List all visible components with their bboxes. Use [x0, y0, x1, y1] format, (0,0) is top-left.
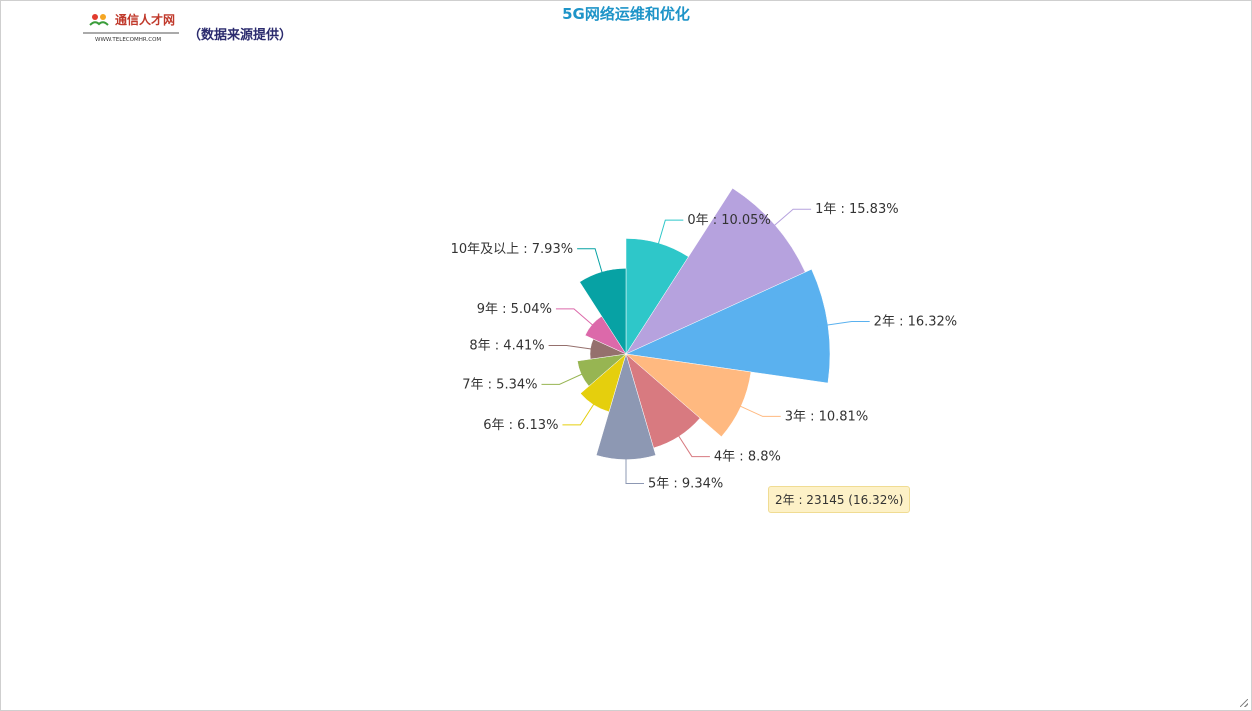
slice-label-4: 4年 : 8.8%: [714, 450, 781, 465]
chart-title: 5G网络运维和优化: [562, 5, 690, 23]
slice-label-10: 10年及以上 : 7.93%: [451, 242, 574, 257]
label-line-10: [577, 248, 605, 281]
label-line-6: [562, 399, 598, 426]
label-line-3: [729, 400, 781, 417]
slice-label-1: 1年 : 15.83%: [815, 202, 899, 217]
slice-label-9: 9年 : 5.04%: [477, 302, 552, 317]
label-line-4: [673, 427, 710, 458]
slice-label-6: 6年 : 6.13%: [483, 418, 558, 433]
label-line-5: [625, 448, 644, 485]
label-line-8: [548, 344, 595, 350]
label-line-1: [759, 208, 812, 239]
slice-label-5: 5年 : 9.34%: [648, 477, 723, 492]
resize-handle-icon[interactable]: [1240, 699, 1248, 707]
label-line-7: [541, 371, 586, 385]
telecomhr-logo: 通信人才网 WWW.TELECOMHR.COM: [83, 12, 179, 43]
label-line-9: [555, 308, 596, 328]
slice-label-0: 0年 : 10.05%: [687, 213, 771, 228]
logo-text: 通信人才网: [115, 12, 175, 27]
label-line-0: [654, 219, 684, 255]
label-line-2: [807, 321, 870, 329]
slice-label-3: 3年 : 10.81%: [785, 409, 869, 424]
slice-label-7: 7年 : 5.34%: [462, 377, 537, 392]
logo-url-text: WWW.TELECOMHR.COM: [95, 37, 161, 43]
chart-tooltip: 2年 : 23145 (16.32%): [768, 486, 911, 513]
source-note: （数据来源提供）: [188, 28, 293, 43]
slice-label-8: 8年 : 4.41%: [469, 338, 544, 353]
slice-label-2: 2年 : 16.32%: [874, 315, 958, 330]
